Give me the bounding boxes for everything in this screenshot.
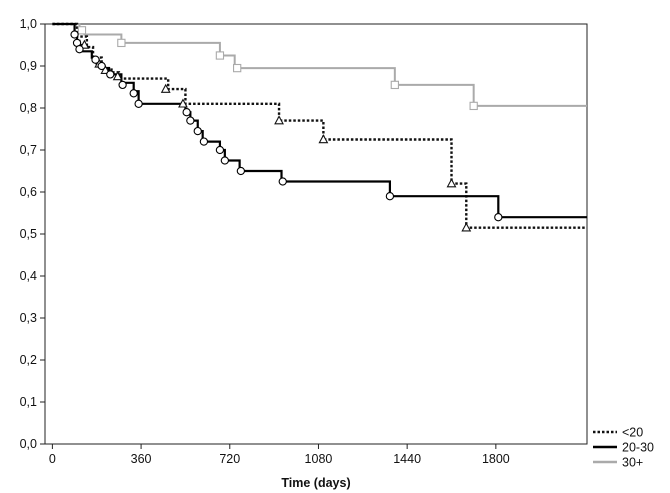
censor-marker-20-30	[278, 177, 287, 186]
censor-marker-20-30	[129, 89, 138, 98]
censor-marker-lt20	[274, 115, 284, 125]
y-tick-label: 0,3	[20, 311, 37, 325]
y-axis: 0,0 0,1 0,2 0,3 0,4 0,5 0,6 0,7 0,8 0,9 1,0	[20, 17, 45, 451]
y-tick-label: 0,4	[20, 269, 37, 283]
x-tick-label: 1080	[305, 452, 333, 466]
y-tick-label: 0,7	[20, 143, 37, 157]
censor-marker-20-30	[186, 116, 195, 125]
marker-layer	[70, 26, 503, 232]
censor-marker-lt20	[461, 222, 472, 232]
censor-marker-20-30	[75, 45, 84, 54]
legend-label-lt20: <20	[622, 426, 643, 440]
censor-marker-20-30	[385, 192, 395, 201]
censor-marker-30plus	[77, 26, 87, 35]
censor-marker-20-30	[215, 145, 225, 155]
censor-marker-lt20	[112, 71, 123, 81]
y-tick-label: 0,6	[20, 185, 37, 199]
y-tick-label: 0,8	[20, 101, 37, 115]
legend-label-20-30: 20-30	[622, 441, 654, 455]
x-tick-label: 0	[49, 452, 56, 466]
y-tick-label: 0,0	[20, 437, 37, 451]
x-axis-title: Time (days)	[281, 476, 350, 490]
censor-marker-20-30	[236, 166, 246, 176]
censor-marker-30plus	[469, 101, 478, 111]
y-tick-label: 1,0	[20, 17, 37, 31]
censor-marker-30plus	[117, 38, 126, 48]
censor-marker-30plus	[215, 51, 225, 60]
censor-marker-20-30	[182, 108, 191, 117]
x-axis: 0 360 720 1080 1440 1800	[49, 444, 510, 466]
x-tick-label: 360	[131, 452, 152, 466]
censor-marker-20-30	[91, 55, 100, 64]
legend-label-30plus: 30+	[622, 456, 643, 470]
censor-marker-20-30	[193, 126, 202, 136]
censor-marker-30plus	[390, 80, 399, 90]
censor-marker-20-30	[70, 30, 79, 39]
censor-marker-20-30	[106, 70, 115, 79]
censor-marker-20-30	[118, 80, 127, 90]
censor-marker-20-30	[220, 156, 229, 165]
x-tick-label: 1800	[482, 452, 510, 466]
x-tick-label: 1440	[393, 452, 421, 466]
censor-marker-20-30	[97, 61, 106, 71]
censor-marker-20-30	[199, 137, 209, 146]
censor-marker-30plus	[233, 63, 242, 73]
censor-marker-lt20	[318, 134, 329, 144]
x-tick-label: 720	[219, 452, 240, 466]
censor-marker-lt20	[178, 98, 188, 108]
y-tick-label: 0,1	[20, 395, 37, 409]
censor-marker-20-30	[134, 99, 143, 108]
censor-marker-lt20	[446, 178, 457, 188]
y-tick-label: 0,2	[20, 353, 37, 367]
y-tick-label: 0,5	[20, 227, 37, 241]
y-tick-label: 0,9	[20, 59, 37, 73]
censor-marker-20-30	[494, 213, 503, 222]
censor-marker-lt20	[160, 83, 171, 93]
